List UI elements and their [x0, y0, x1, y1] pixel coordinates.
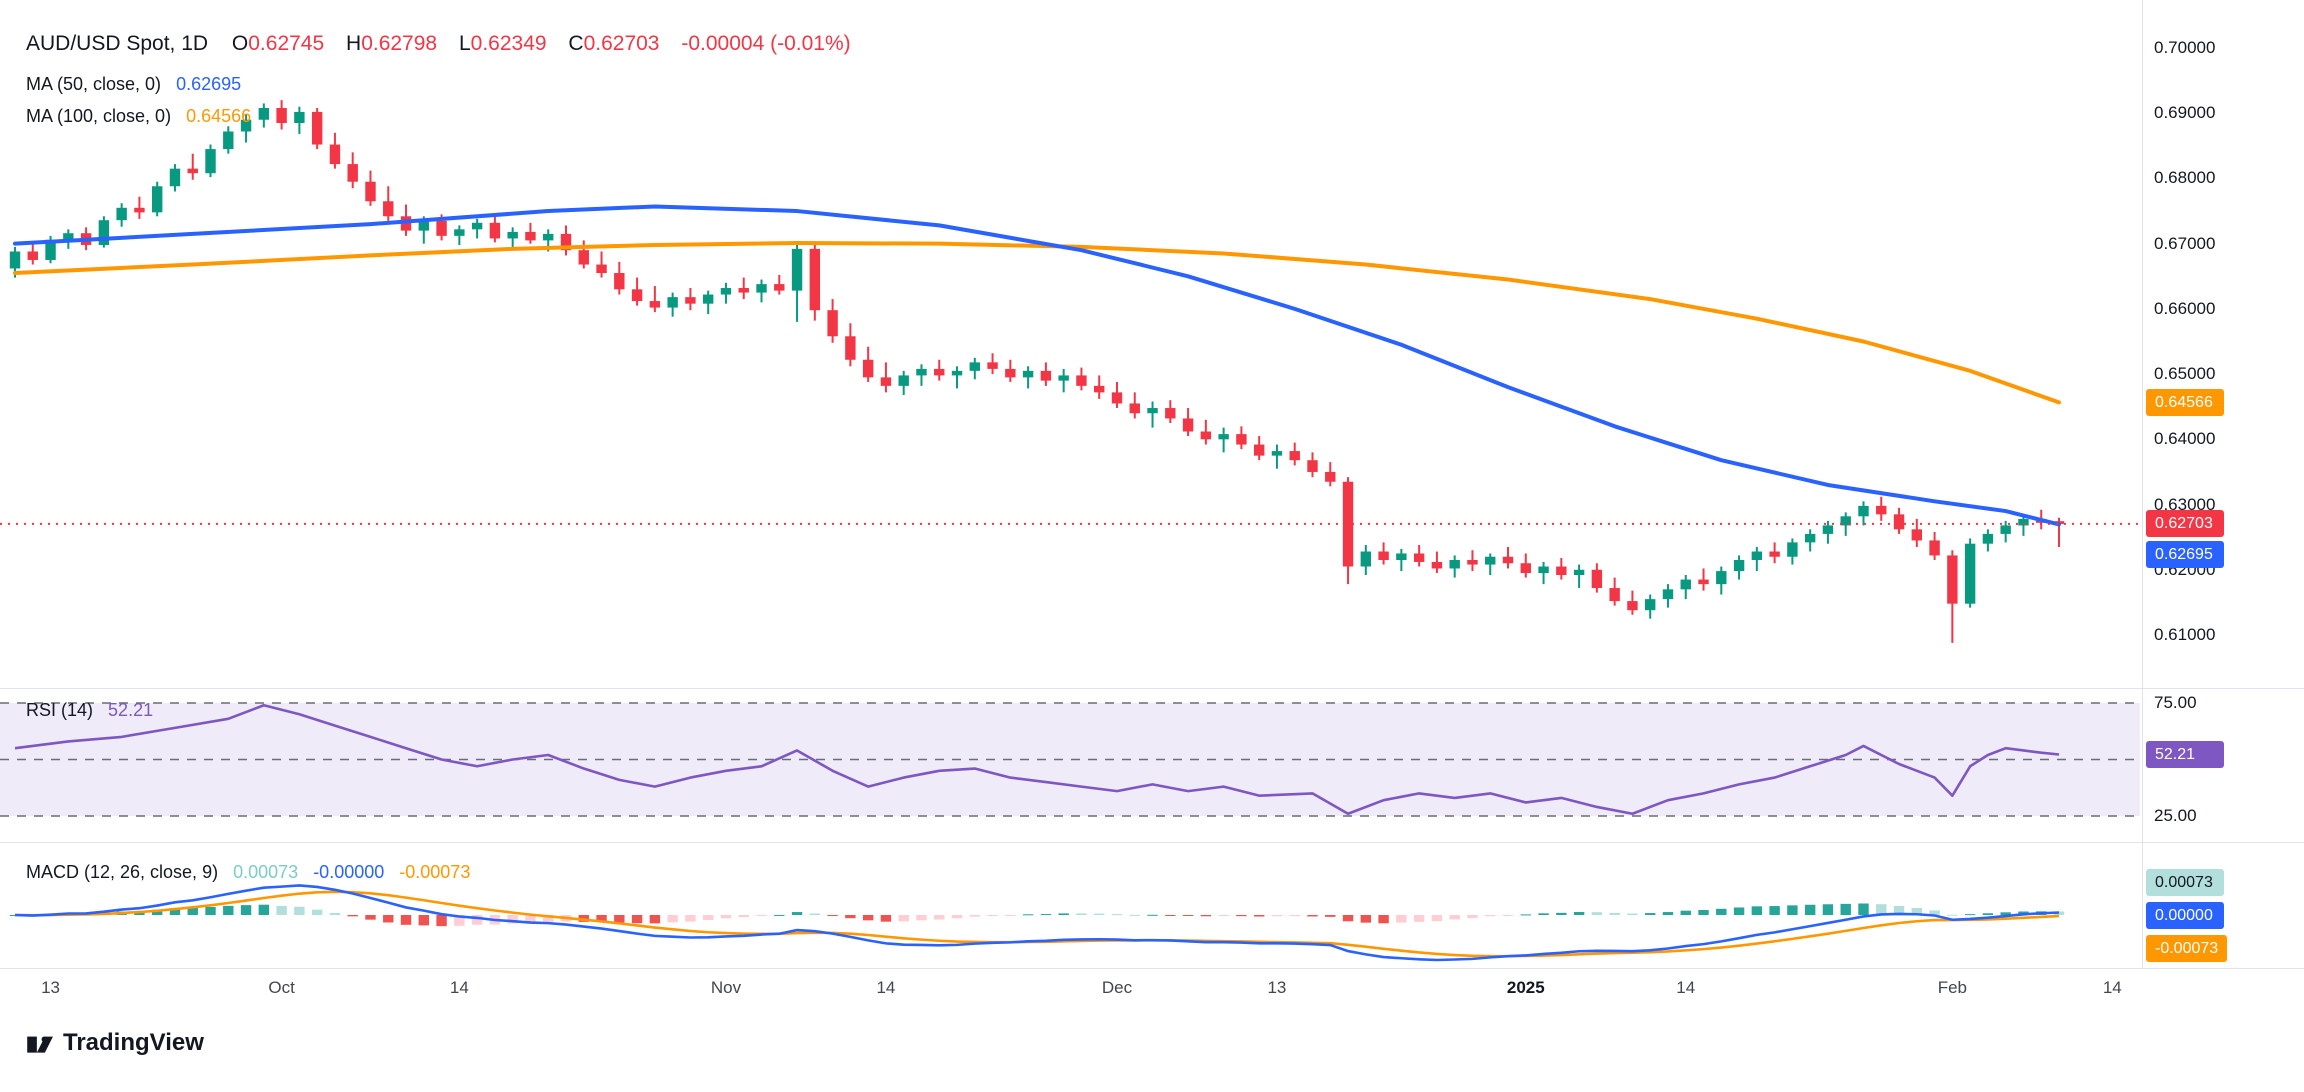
ma100-value: 0.64566: [186, 106, 252, 126]
rsi-legend[interactable]: RSI (14) 52.21: [26, 700, 153, 721]
macd-label: MACD (12, 26, close, 9): [26, 862, 219, 882]
macd-line-value: -0.00000: [313, 862, 385, 882]
rsi-value: 52.21: [108, 700, 154, 720]
ma100-legend[interactable]: MA (100, close, 0) 0.64566: [26, 106, 251, 127]
change-value: -0.00004 (-0.01%): [681, 32, 851, 55]
price-axis-border: [2142, 0, 2143, 968]
symbol-header[interactable]: AUD/USD Spot, 1D O0.62745 H0.62798 L0.62…: [26, 32, 851, 56]
price-rsi-separator: [0, 688, 2304, 689]
rsi-line: [14, 703, 2060, 816]
macd-signal-line: [14, 890, 2060, 958]
macd-histogram: [9, 903, 2065, 927]
open-value: O0.62745: [231, 32, 325, 55]
high-value: H0.62798: [346, 32, 438, 55]
ma50-label: MA (50, close, 0): [26, 74, 162, 94]
macd-timeaxis-separator: [0, 968, 2304, 969]
tradingview-logo[interactable]: TradingView: [24, 1028, 204, 1058]
ma100-line: [13, 241, 2061, 405]
macd-signal-value: -0.00073: [399, 862, 471, 882]
rsi-label: RSI (14): [26, 700, 94, 720]
ma100-label: MA (100, close, 0): [26, 106, 172, 126]
rsi-macd-separator: [0, 842, 2304, 843]
close-value: C0.62703: [568, 32, 660, 55]
low-value: L0.62349: [458, 32, 547, 55]
macd-legend[interactable]: MACD (12, 26, close, 9) 0.00073 -0.00000…: [26, 862, 470, 883]
tradingview-mark-icon: [27, 1036, 53, 1053]
symbol-title: AUD/USD Spot, 1D: [26, 32, 209, 55]
candles-layer: [9, 100, 2065, 643]
tradingview-logo-text: TradingView: [63, 1029, 204, 1056]
ma50-line: [13, 204, 2061, 527]
macd-line: [14, 884, 2060, 962]
macd-hist-value: 0.00073: [233, 862, 299, 882]
ma50-legend[interactable]: MA (50, close, 0) 0.62695: [26, 74, 241, 95]
rsi-band: [0, 703, 2140, 816]
ma50-value: 0.62695: [176, 74, 242, 94]
